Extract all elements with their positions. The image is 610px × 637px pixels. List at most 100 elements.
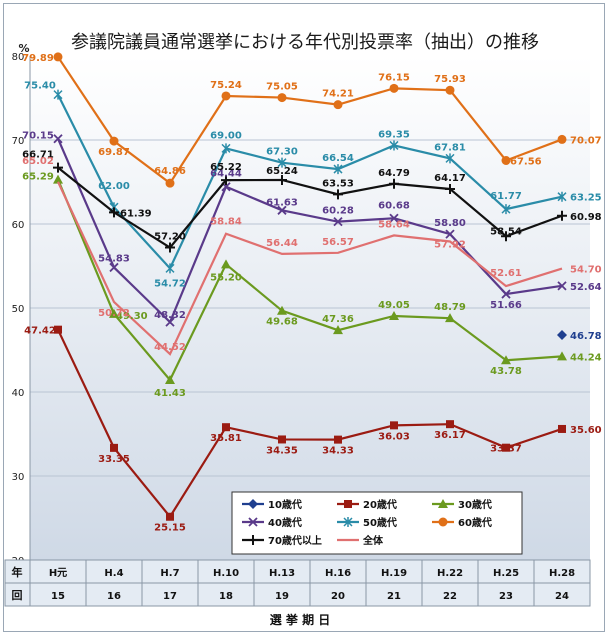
data-point [109, 207, 119, 218]
chart-title: 参議院議員通常選挙における年代別投票率（抽出）の推移 [71, 32, 539, 53]
data-label: 34.35 [266, 445, 298, 456]
y-tick-label: 80 [12, 52, 25, 63]
data-point [277, 174, 287, 185]
legend-label: 30歳代 [458, 498, 492, 511]
series-30歳代 [53, 174, 567, 384]
session-label: 22 [443, 591, 457, 602]
data-label: 35.81 [210, 433, 242, 444]
session-label: 16 [107, 591, 121, 602]
legend-marker [344, 500, 352, 508]
data-point [558, 424, 566, 433]
data-point [53, 134, 63, 144]
data-label: 33.37 [490, 444, 522, 455]
data-point [110, 443, 118, 452]
y-axis: 20304050607080 [12, 52, 31, 567]
x-tick-label: H元 [49, 567, 67, 579]
data-label: 56.57 [322, 237, 354, 248]
data-label: 63.25 [570, 193, 602, 204]
data-label: 65.02 [22, 156, 54, 167]
data-label: 58.84 [210, 217, 242, 228]
data-label: 63.53 [322, 178, 354, 189]
data-point [53, 162, 63, 173]
data-point [165, 317, 175, 327]
data-label: 25.15 [154, 523, 186, 534]
data-point [277, 157, 287, 168]
data-label: 64.86 [154, 166, 186, 177]
data-label: 57.20 [154, 232, 186, 243]
data-point [277, 305, 287, 315]
series-line [57, 94, 563, 271]
data-point [501, 231, 511, 242]
data-point [333, 189, 343, 200]
data-label: 44.24 [570, 352, 602, 363]
data-label: 47.42 [24, 326, 56, 337]
data-point [557, 134, 567, 144]
data-label: 74.21 [322, 89, 354, 100]
legend-marker [438, 517, 448, 527]
data-point [557, 351, 567, 361]
data-point [333, 325, 343, 335]
data-label: 61.39 [120, 208, 152, 219]
data-label: 56.44 [266, 238, 298, 249]
legend-item: 70歳代以上 [242, 534, 322, 547]
data-label: 58.80 [434, 218, 466, 229]
session-label: 23 [499, 591, 513, 602]
data-label: 69.87 [98, 147, 130, 158]
data-label: 67.30 [266, 147, 298, 158]
x-axis-table: 年回 H元 15 H.4 16 H.7 17 H.10 18 H.13 19 H.16 20 H.19 21… [4, 559, 591, 627]
data-label: 58.54 [490, 226, 522, 237]
data-label: 47.36 [322, 314, 354, 325]
data-label: 66.54 [322, 153, 354, 164]
data-label: 57.92 [434, 239, 466, 250]
legend-item: 全体 [337, 534, 384, 547]
session-label: 15 [51, 591, 65, 602]
session-label: 19 [275, 591, 289, 602]
data-label: 55.20 [210, 272, 242, 283]
legend-label: 20歳代 [363, 498, 397, 511]
data-point [501, 204, 511, 215]
data-point [557, 330, 567, 341]
data-point [109, 308, 119, 318]
legend-label: 全体 [362, 534, 384, 547]
data-label: 65.22 [210, 162, 242, 173]
data-point [333, 164, 343, 175]
data-point [53, 174, 63, 184]
data-label: 64.17 [434, 173, 466, 184]
data-point [221, 259, 231, 269]
data-label: 51.66 [490, 300, 522, 311]
series-group [53, 52, 567, 521]
x-tick-label: H.25 [493, 568, 519, 579]
legend-item: 20歳代 [337, 498, 397, 511]
data-label: 79.89 [22, 53, 54, 64]
data-label: 64.44 [210, 169, 242, 180]
data-point [277, 93, 287, 103]
session-label: 20 [331, 591, 345, 602]
x-tick-label: H.19 [381, 568, 407, 579]
legend-label: 50歳代 [363, 516, 397, 529]
series-line [57, 329, 563, 519]
x-tick-label: H.16 [325, 568, 351, 579]
series-全体 [57, 181, 563, 356]
data-point [221, 175, 231, 186]
data-point [222, 423, 230, 432]
data-label: 65.24 [266, 166, 298, 177]
data-label: 49.30 [116, 311, 148, 322]
data-label: 70.15 [22, 131, 54, 142]
legend-box [231, 491, 523, 555]
data-label: 48.79 [434, 302, 466, 313]
data-point [445, 183, 455, 194]
data-point [389, 310, 399, 320]
x-tick-label: H.22 [437, 568, 463, 579]
data-point [221, 143, 231, 154]
data-label: 52.61 [490, 268, 522, 279]
data-point [334, 435, 342, 444]
data-point [389, 83, 399, 93]
data-label: 35.60 [570, 425, 602, 436]
data-point [165, 374, 175, 384]
data-label: 60.28 [322, 206, 354, 217]
data-point [53, 52, 63, 62]
x-axis-title: 選 挙 期 日 [270, 612, 331, 627]
data-label: 44.52 [154, 342, 186, 353]
data-label: 65.29 [22, 172, 54, 183]
legend-marker [248, 517, 258, 527]
